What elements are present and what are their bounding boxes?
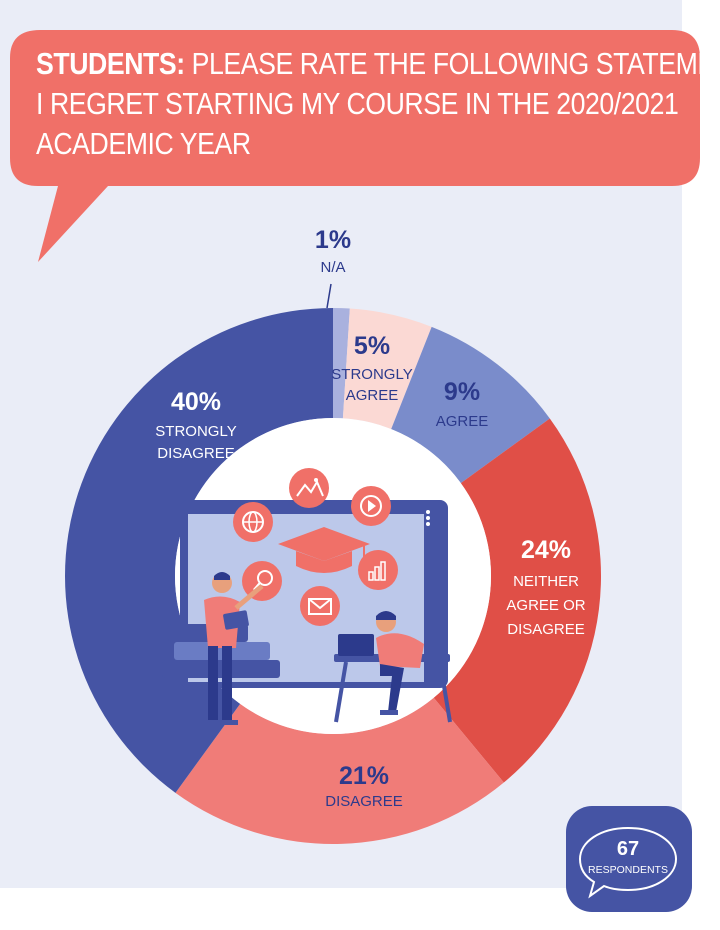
label-agree-percent: 9% bbox=[444, 378, 480, 406]
standing-person bbox=[204, 572, 264, 725]
title-line-1: PLEASE RATE THE FOLLOWING STATEMENT: bbox=[191, 46, 720, 81]
chart-title: STUDENTS: PLEASE RATE THE FOLLOWING STAT… bbox=[36, 44, 720, 164]
label-strongly-disagree-category-2: DISAGREE bbox=[157, 445, 235, 462]
label-strongly-agree-percent: 5% bbox=[354, 332, 390, 360]
respondents-count: 67 bbox=[617, 838, 639, 860]
globe-icon bbox=[233, 502, 273, 542]
mail-icon bbox=[300, 586, 340, 626]
seated-person bbox=[334, 611, 452, 723]
label-strongly-agree-category-1: STRONGLY bbox=[331, 366, 412, 383]
label-strongly-agree-category-2: AGREE bbox=[346, 387, 399, 404]
slice-disagree bbox=[175, 697, 504, 844]
na-leader-line bbox=[326, 283, 332, 309]
label-strongly-disagree-percent: 40% bbox=[171, 388, 221, 416]
bar-chart-icon bbox=[358, 550, 398, 590]
slice-strongly-agree bbox=[342, 308, 432, 430]
slice-neither-agree-or-disagree bbox=[433, 418, 601, 783]
slice-agree bbox=[391, 326, 550, 484]
label-disagree-category: DISAGREE bbox=[325, 793, 403, 810]
respondents-label: RESPONDENTS bbox=[588, 864, 668, 876]
label-neither-category-1: NEITHER bbox=[513, 573, 579, 590]
graduation-cap-icon bbox=[278, 527, 370, 573]
magnifier-icon bbox=[242, 561, 282, 601]
photo-icon bbox=[289, 468, 329, 508]
label-neither-category-2: AGREE OR bbox=[506, 597, 585, 614]
label-strongly-disagree-category-1: STRONGLY bbox=[155, 423, 236, 440]
play-icon bbox=[351, 486, 391, 526]
label-na-percent: 1% bbox=[315, 226, 351, 254]
slice-strongly-disagree bbox=[65, 308, 333, 793]
label-disagree-percent: 21% bbox=[339, 762, 389, 790]
label-neither-category-3: DISAGREE bbox=[507, 621, 585, 638]
label-na-category: N/A bbox=[320, 259, 345, 276]
title-speech-bubble bbox=[10, 30, 700, 262]
illustration bbox=[162, 468, 452, 725]
title-line-2: I REGRET STARTING MY COURSE IN THE 2020/… bbox=[36, 86, 679, 121]
title-bold: STUDENTS: bbox=[36, 46, 185, 81]
title-line-3: ACADEMIC YEAR bbox=[36, 126, 251, 161]
label-agree-category: AGREE bbox=[436, 413, 489, 430]
slice-n-a bbox=[333, 308, 350, 419]
label-neither-percent: 24% bbox=[521, 536, 571, 564]
respondents-badge: 67 RESPONDENTS bbox=[566, 806, 692, 912]
